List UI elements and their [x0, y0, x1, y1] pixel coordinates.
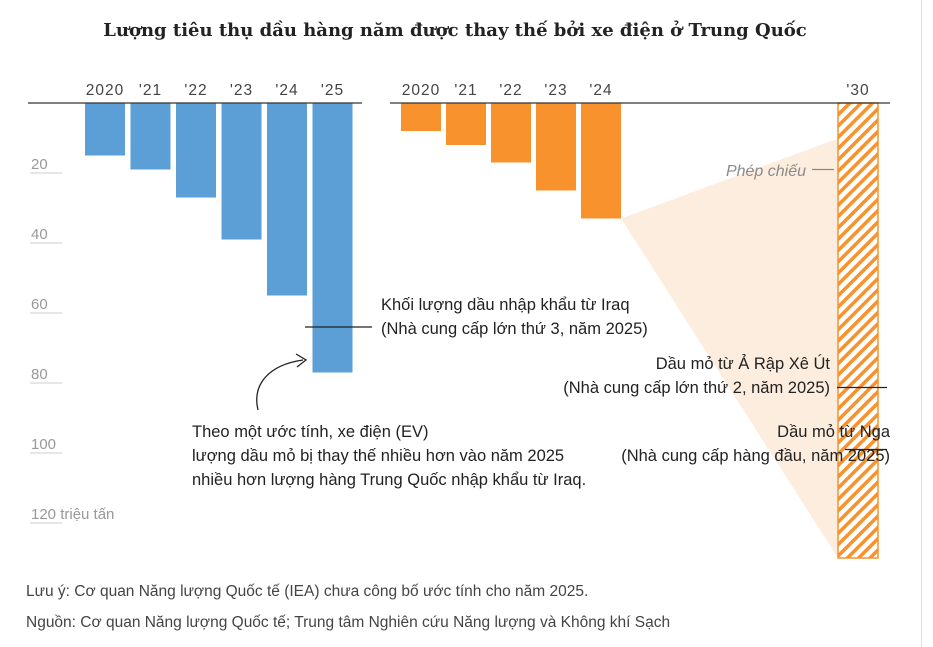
x-tick-label: 2020 [86, 82, 124, 99]
annotation-text: Dầu mỏ từ Ả Rập Xê Út [656, 354, 831, 373]
annotation-text: nhiều hơn lượng hàng Trung Quốc nhập khẩ… [192, 471, 586, 489]
annotation-text: lượng dầu mỏ bị thay thế nhiều hơn vào n… [192, 447, 564, 465]
y-tick-label: 60 [31, 296, 48, 313]
chart-svg: 20 40 60 80 100 120 triệu tấn 2020 '21 '22 '23 '2… [28, 82, 891, 559]
page-edge-divider [921, 0, 922, 647]
annotation-text: Khối lượng dầu nhập khẩu từ Iraq [381, 296, 630, 314]
bar-projected [837, 102, 879, 559]
bar [536, 103, 576, 191]
source-note: Nguồn: Cơ quan Năng lượng Quốc tế; Trung… [26, 614, 671, 631]
x-tick-label: '21 [454, 82, 477, 99]
chart-title: Lượng tiêu thụ dầu hàng năm được thay th… [103, 20, 807, 41]
bar [176, 103, 216, 198]
y-tick-label: 20 [31, 156, 48, 173]
bar [401, 103, 441, 131]
x-tick-label: 2020 [402, 82, 440, 99]
footnote: Lưu ý: Cơ quan Năng lượng Quốc tế (IEA) … [26, 583, 589, 600]
x-tick-label: '25 [321, 82, 344, 99]
bar [446, 103, 486, 145]
y-tick-label: 80 [31, 366, 48, 383]
bar [221, 103, 262, 240]
bar [312, 103, 353, 373]
bar [491, 103, 531, 163]
x-tick-label: '23 [230, 82, 253, 99]
bar [267, 103, 307, 296]
callout-arrowhead [295, 353, 308, 368]
x-tick-label: '24 [275, 82, 298, 99]
x-tick-label: '21 [139, 82, 162, 99]
x-tick-label: '22 [184, 82, 207, 99]
bar [581, 103, 621, 219]
y-tick-label: 40 [31, 226, 48, 243]
annotation-text: Theo một ước tính, xe điện (EV) [192, 423, 428, 441]
callout-arrow [256, 359, 304, 411]
x-tick-label: '23 [544, 82, 567, 99]
projection-band [621, 138, 838, 558]
bar [130, 103, 171, 170]
bar [85, 103, 125, 156]
annotation-text: Dầu mỏ từ Nga [777, 423, 891, 441]
y-tick-label: 120 triệu tấn [31, 506, 114, 523]
x-tick-label: '24 [589, 82, 612, 99]
x-tick-label: '30 [846, 82, 869, 99]
annotation-text: (Nhà cung cấp hàng đầu, năm 2025) [621, 447, 890, 465]
projection-label: Phép chiếu [726, 163, 806, 180]
annotation-text: (Nhà cung cấp lớn thứ 3, năm 2025) [381, 320, 648, 338]
x-tick-label: '22 [499, 82, 522, 99]
y-tick-label: 100 [31, 436, 56, 453]
annotation-text: (Nhà cung cấp lớn thứ 2, năm 2025) [563, 379, 830, 397]
